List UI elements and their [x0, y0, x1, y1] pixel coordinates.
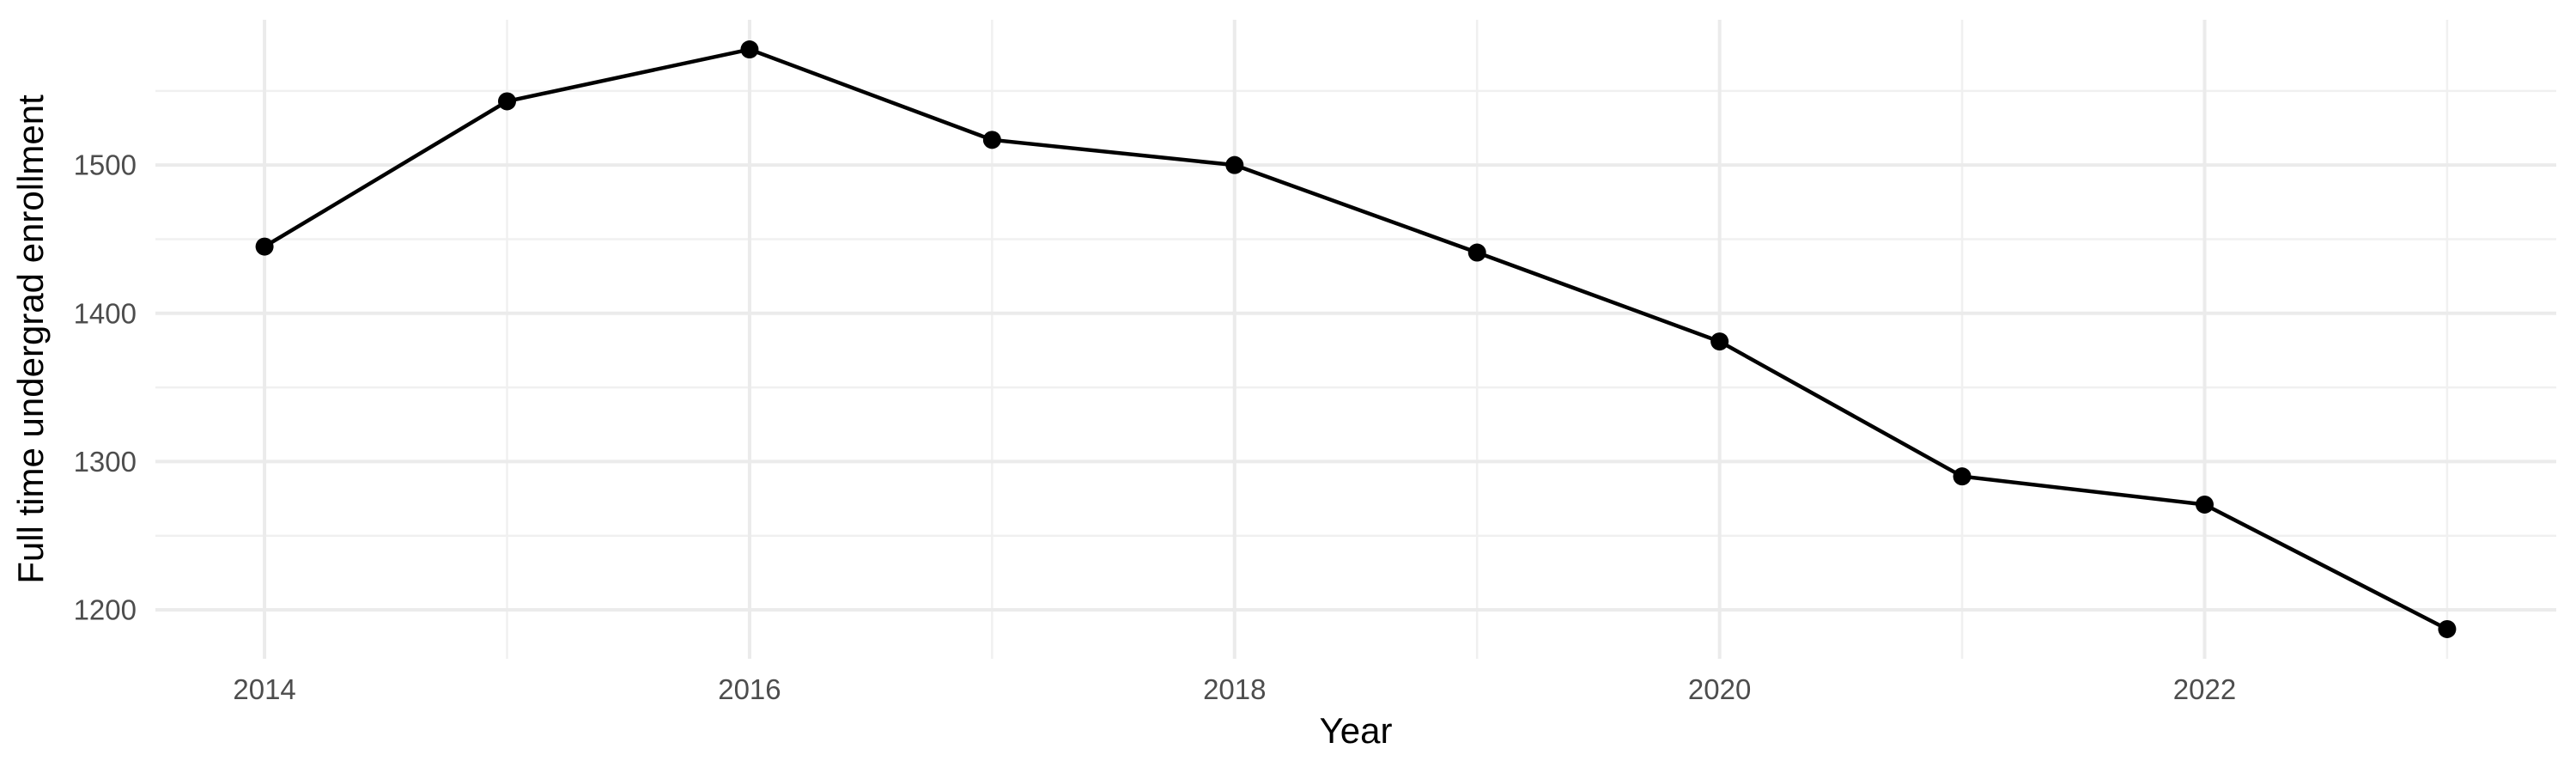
x-tick-label: 2016: [718, 673, 781, 705]
data-point: [498, 92, 517, 111]
data-point: [2195, 495, 2214, 514]
data-point: [255, 237, 274, 256]
x-axis-title: Year: [1319, 710, 1393, 751]
data-point: [2438, 619, 2457, 638]
y-axis-title: Full time undergrad enrollment: [10, 94, 51, 584]
data-point: [1953, 467, 1971, 486]
y-tick-label: 1400: [74, 297, 137, 329]
y-tick-label: 1300: [74, 446, 137, 478]
x-tick-label: 2020: [1688, 673, 1751, 705]
data-point: [982, 131, 1001, 149]
data-point: [740, 40, 759, 59]
x-tick-label: 2022: [2173, 673, 2236, 705]
enrollment-trend-line: [262, 47, 2450, 631]
y-tick-label: 1500: [74, 149, 137, 181]
x-tick-label: 2018: [1203, 673, 1266, 705]
x-tick-label: 2014: [233, 673, 295, 705]
data-point: [1225, 155, 1244, 174]
data-point: [1710, 332, 1729, 351]
data-point: [1467, 243, 1486, 262]
y-tick-label: 1200: [74, 594, 137, 626]
